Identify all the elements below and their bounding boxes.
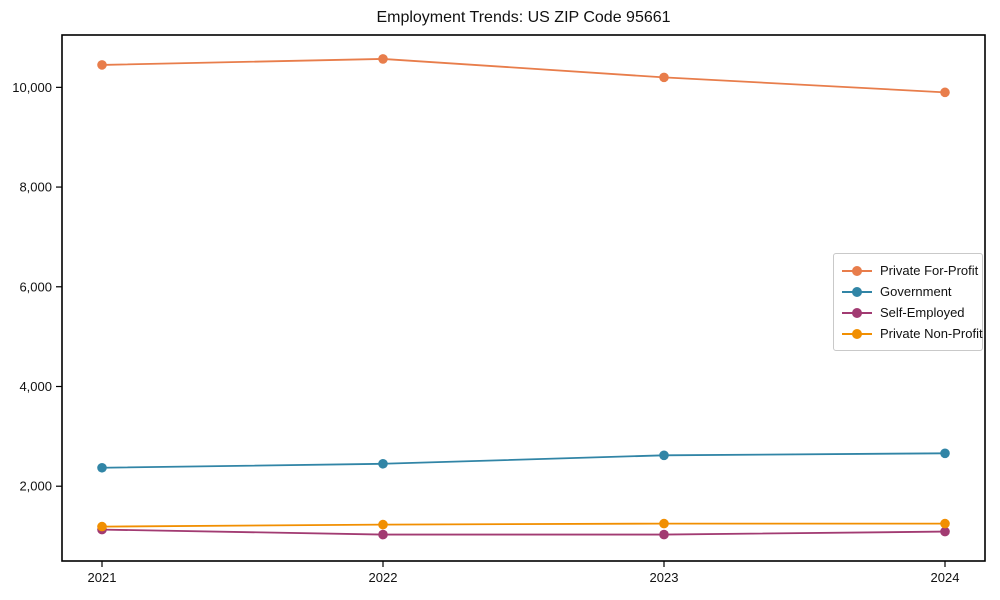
x-tick-label: 2021 <box>88 570 117 585</box>
y-tick-label: 4,000 <box>19 379 52 394</box>
y-tick-label: 2,000 <box>19 479 52 494</box>
series-point-private-for-profit-2022 <box>378 54 388 64</box>
series-line-self-employed <box>101 528 946 536</box>
series-point-self-employed-2022 <box>378 529 388 540</box>
series-point-private-for-profit-2024 <box>940 87 950 98</box>
legend-item-self-employed: Self-Employed <box>842 302 974 323</box>
y-tick-label: 8,000 <box>19 180 52 195</box>
chart-title: Employment Trends: US ZIP Code 95661 <box>376 9 671 26</box>
series-point-private-non-profit-2023 <box>659 518 669 529</box>
legend-label: Self-Employed <box>880 305 965 320</box>
series-point-self-employed-2023 <box>659 529 669 540</box>
legend-item-private-for-profit: Private For-Profit <box>842 260 978 281</box>
plot-border <box>61 34 986 562</box>
y-tick-label: 6,000 <box>19 279 52 294</box>
series-point-private-non-profit-2022 <box>378 519 388 530</box>
series-point-government-2021 <box>97 462 107 473</box>
series-point-private-for-profit-2023 <box>659 72 669 83</box>
x-tick-label: 2022 <box>369 570 398 585</box>
legend-marker-icon <box>842 307 872 318</box>
series-point-government-2023 <box>659 450 669 461</box>
legend-item-government: Government <box>842 281 974 302</box>
series-point-private-non-profit-2021 <box>97 521 107 532</box>
legend-label: Private For-Profit <box>880 263 979 278</box>
legend-label: Government <box>880 284 952 299</box>
legend-marker-icon <box>842 265 872 276</box>
series-line-private-non-profit <box>101 522 945 528</box>
series-line-private-for-profit <box>101 58 946 94</box>
series-line-government <box>101 452 946 469</box>
legend-label: Private Non-Profit <box>880 326 983 341</box>
x-tick-label: 2024 <box>931 570 960 585</box>
series-point-government-2022 <box>378 458 388 469</box>
series-point-private-for-profit-2021 <box>97 60 107 70</box>
series-point-self-employed-2024 <box>940 526 950 537</box>
series-point-private-non-profit-2024 <box>940 518 950 529</box>
legend-item-private-non-profit: Private Non-Profit <box>842 323 983 344</box>
y-tick-label: 10,000 <box>12 80 52 95</box>
legend-marker-icon <box>842 286 872 297</box>
x-tick-label: 2023 <box>650 570 679 585</box>
legend-marker-icon <box>842 328 872 339</box>
legend: Private For-Profit Government Self-Employe… <box>833 253 983 351</box>
series-point-government-2024 <box>940 448 950 459</box>
